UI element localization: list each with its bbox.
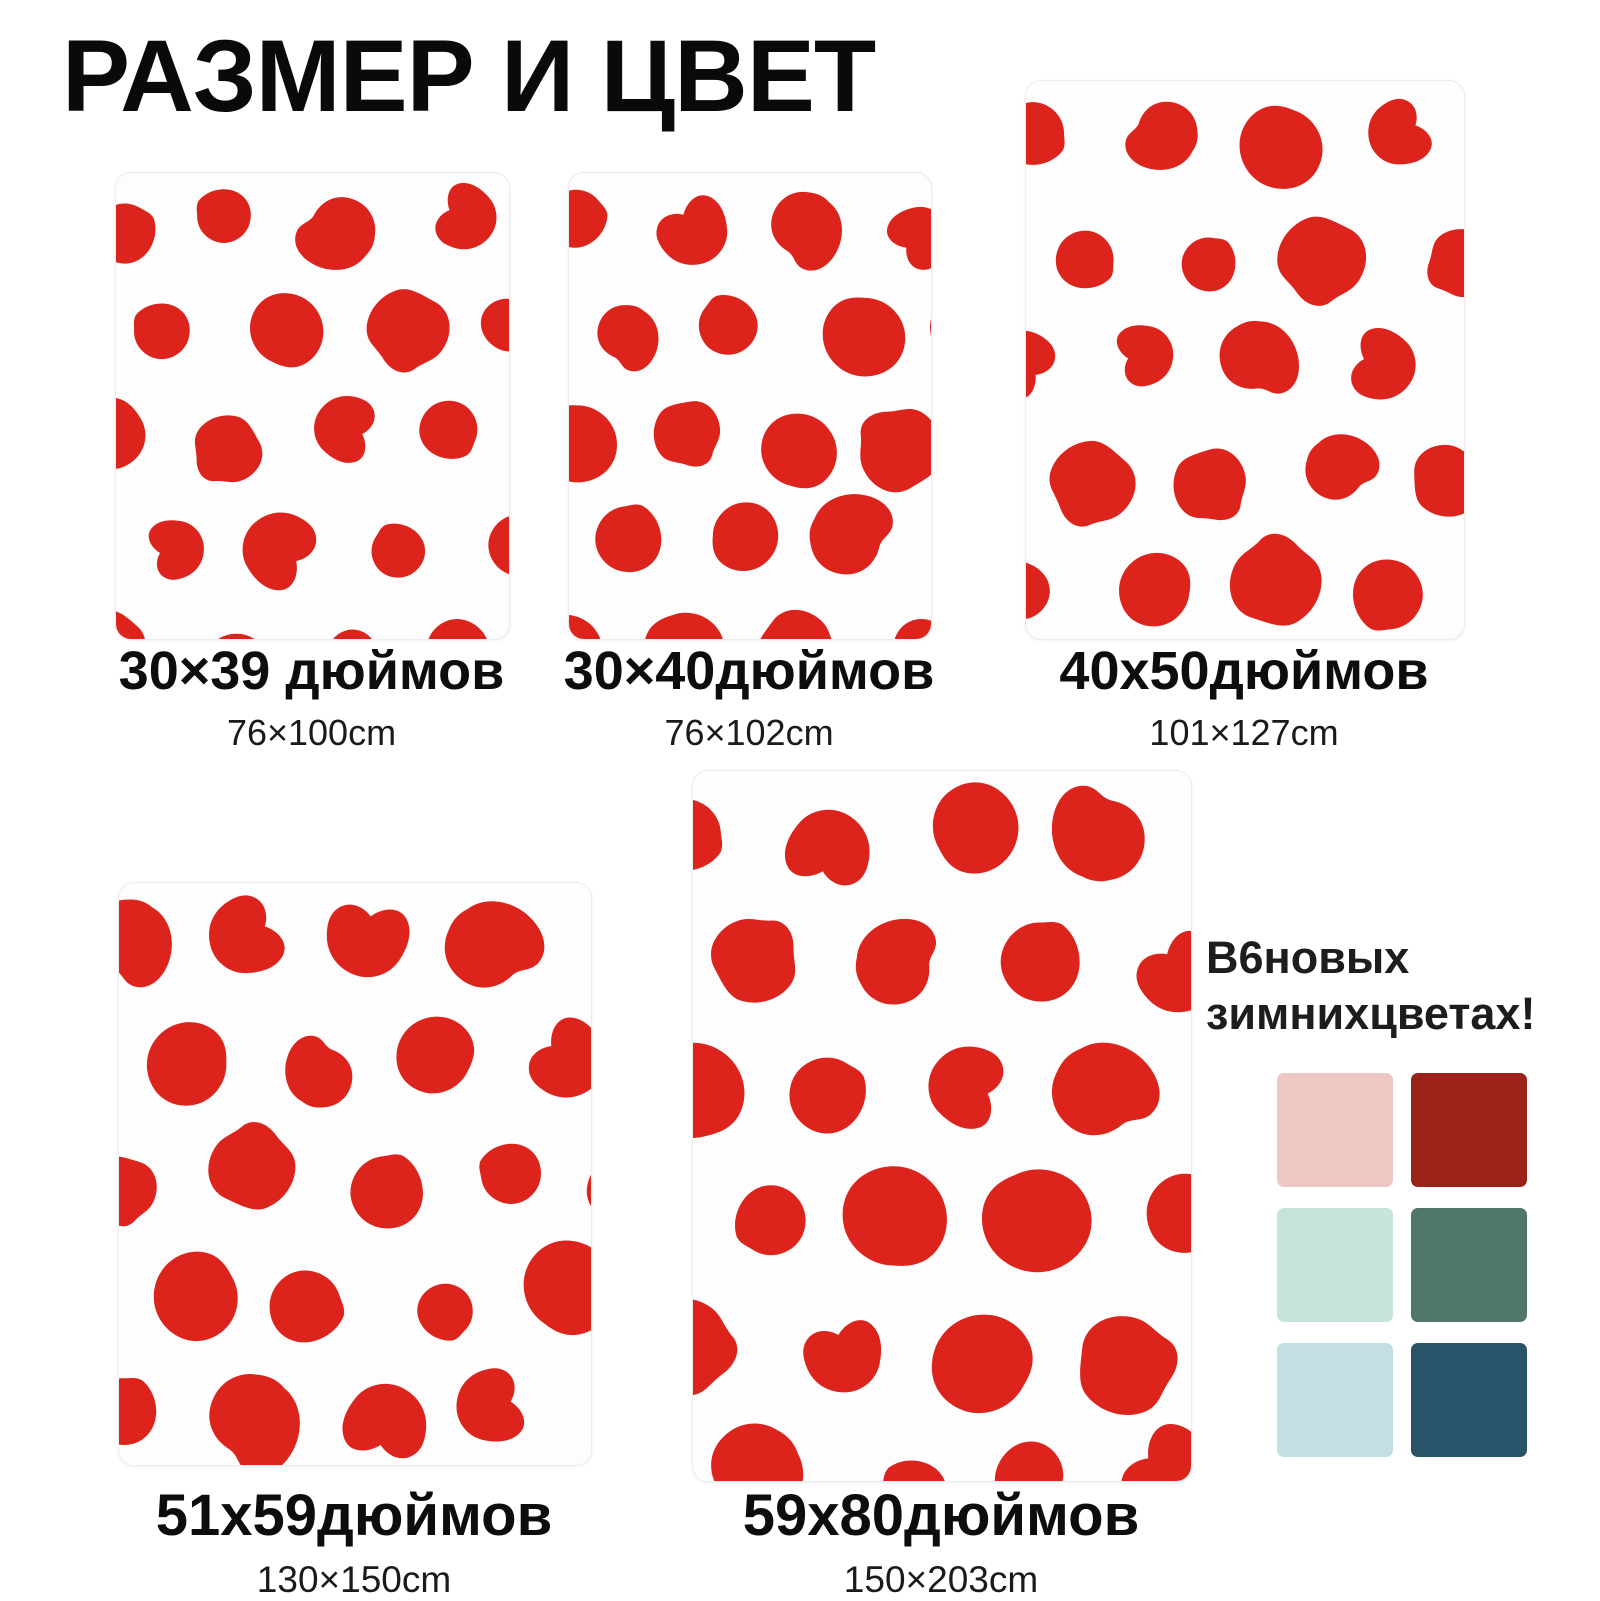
size-cm-text: 150×203cm <box>843 1559 1039 1600</box>
size-label-30x40: 30×40дюймов 76×102cm <box>508 640 990 754</box>
color-swatch-light-blue <box>1277 1343 1393 1457</box>
size-label-51x59: 51x59дюймов 130×150cm <box>58 1482 650 1601</box>
color-swatch-pink <box>1277 1073 1393 1187</box>
colors-note-line1: В6новых <box>1206 932 1410 983</box>
colors-note: В6новых зимнихцветах! <box>1206 930 1535 1042</box>
size-inches-text: 51x59дюймов <box>155 1483 553 1548</box>
size-cm-text: 130×150cm <box>256 1559 452 1600</box>
fabric-swatch-30x39 <box>115 172 510 640</box>
color-palette <box>1277 1073 1527 1457</box>
size-label-30x39: 30×39 дюймов 76×100cm <box>55 640 568 754</box>
size-label-40x50: 40x50дюймов 101×127cm <box>985 640 1503 754</box>
fabric-swatch-59x80 <box>692 770 1192 1482</box>
cow-spot-pattern <box>1026 98 1464 631</box>
size-cm-text: 76×102cm <box>664 712 834 753</box>
size-inches-text: 59x80дюймов <box>742 1483 1140 1548</box>
size-cm-text: 101×127cm <box>1149 712 1339 753</box>
size-label-59x80: 59x80дюймов 150×203cm <box>632 1482 1250 1601</box>
color-swatch-dark-red <box>1411 1073 1527 1187</box>
cow-spot-pattern <box>693 782 1191 1481</box>
color-swatch-mint <box>1277 1208 1393 1322</box>
fabric-swatch-40x50 <box>1025 80 1465 640</box>
size-cm-text: 76×100cm <box>226 712 397 753</box>
fabric-swatch-51x59 <box>118 882 592 1466</box>
page-title: РАЗМЕР И ЦВЕТ <box>62 19 876 133</box>
colors-note-line2: зимнихцветах! <box>1206 988 1536 1039</box>
size-inches-text: 30×40дюймов <box>563 641 935 701</box>
cow-spot-pattern <box>116 183 509 639</box>
cow-spot-pattern <box>119 895 591 1465</box>
cow-spot-pattern <box>569 189 931 639</box>
size-inches-text: 40x50дюймов <box>1059 641 1429 701</box>
fabric-swatch-30x40 <box>568 172 932 640</box>
size-inches-text: 30×39 дюймов <box>118 641 505 701</box>
color-swatch-dark-green <box>1411 1208 1527 1322</box>
color-swatch-dark-blue <box>1411 1343 1527 1457</box>
